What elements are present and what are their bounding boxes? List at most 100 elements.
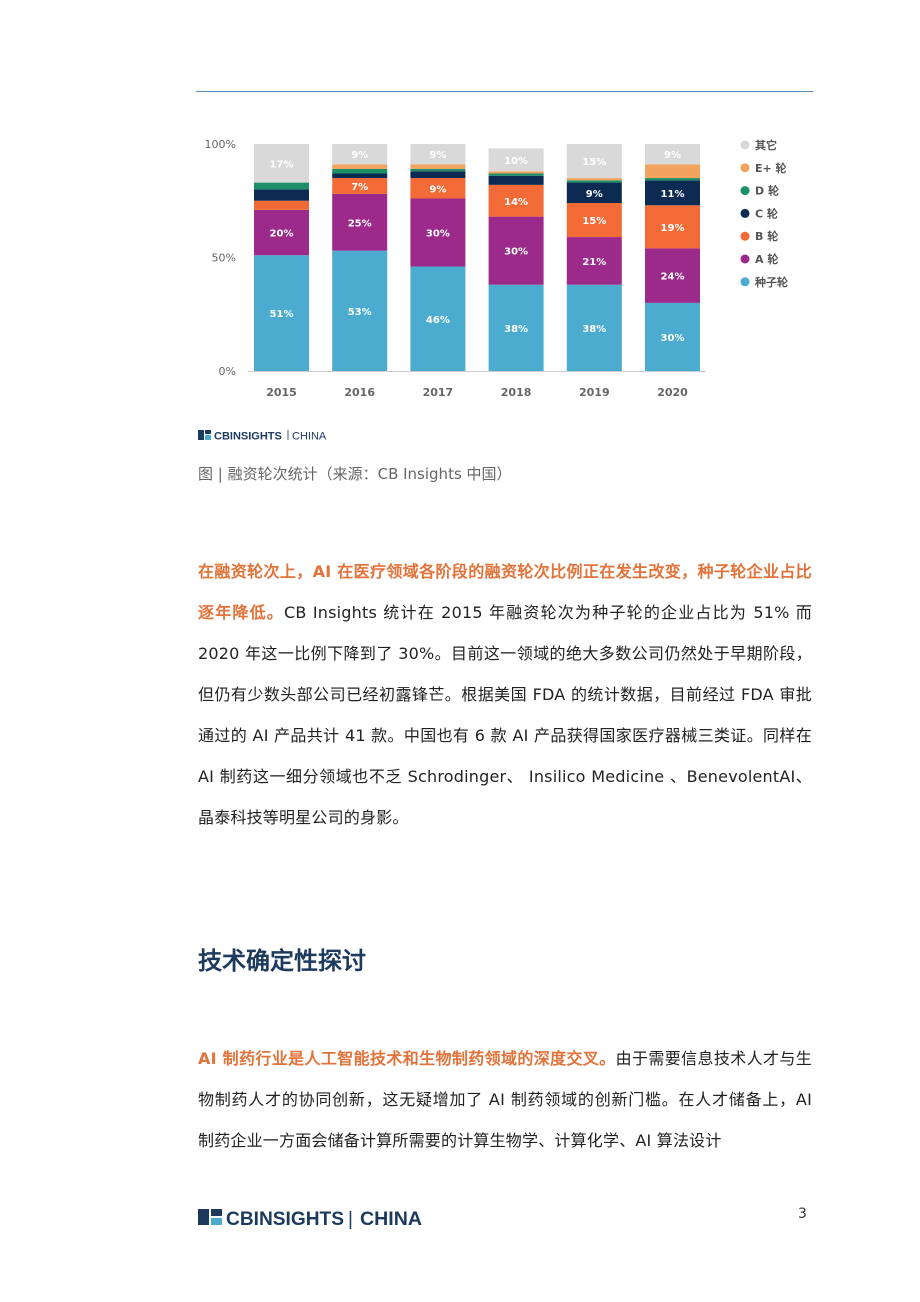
logo-block-icon: [211, 1218, 222, 1225]
bar-segment: [566, 180, 622, 183]
bar-segment: [566, 144, 622, 179]
chart-logo-brand: CBINSIGHTS: [214, 431, 282, 443]
bar-segment: [488, 184, 544, 217]
bar-segment: [645, 302, 700, 371]
funding-rounds-chart: 100% 50% 0% 51% 20% 17% 53% 25% 7% 9% 46% 30% 9% 9% 3…: [205, 138, 788, 399]
x-tick-label: 2017: [423, 386, 454, 399]
bar-segment: [332, 250, 388, 371]
y-tick-label: 0%: [219, 365, 236, 378]
header-rule: [196, 91, 813, 92]
bar-segment: [488, 175, 544, 185]
footer-suffix: CHINA: [360, 1209, 422, 1229]
bar-data-label: 19%: [661, 223, 685, 234]
bar-data-label: 30%: [661, 333, 685, 344]
bar-segment: [254, 209, 309, 256]
page-number: 3: [798, 1206, 807, 1222]
logo-block-icon: [211, 1209, 222, 1216]
bar-data-label: 21%: [582, 257, 606, 268]
bar-data-label: 11%: [661, 189, 685, 200]
legend-label: 种子轮: [754, 275, 788, 289]
logo-block-icon: [198, 1209, 209, 1225]
bar-data-label: 7%: [351, 182, 368, 193]
legend-label: A 轮: [755, 252, 778, 266]
bar-segment: [566, 284, 622, 371]
y-tick-label: 50%: [212, 252, 236, 265]
bar-data-label: 46%: [426, 315, 450, 326]
paragraph-funding-rounds: 在融资轮次上，AI 在医疗领域各阶段的融资轮次比例正在发生改变，种子轮企业占比逐…: [198, 551, 812, 838]
bar-data-label: 20%: [270, 229, 294, 240]
bar-segment: [645, 144, 700, 165]
logo-block-icon: [205, 435, 211, 440]
highlight-text: AI 制药行业是人工智能技术和生物制药领域的深度交叉。: [198, 1049, 616, 1068]
x-tick-label: 2018: [501, 386, 532, 399]
x-tick-label: 2019: [579, 386, 610, 399]
bar-segment: [332, 164, 388, 169]
y-tick-label: 100%: [205, 138, 236, 151]
bar-segment: [566, 178, 622, 181]
footer-logo: CBINSIGHTS | CHINA: [198, 1209, 422, 1229]
legend-label: E+ 轮: [755, 161, 787, 175]
bar-segment: [488, 216, 544, 285]
bar-data-label: 30%: [504, 247, 528, 258]
footer-separator: |: [348, 1209, 353, 1229]
legend-label: D 轮: [755, 184, 779, 198]
legend-label: 其它: [755, 138, 777, 152]
highlight-text: 在融资轮次上，AI 在医疗领域各阶段的融资轮次比例正在发生改变，种子轮企业占比逐…: [198, 562, 812, 622]
bar-data-label: 17%: [270, 159, 294, 170]
section-heading: 技术确定性探讨: [198, 947, 366, 975]
bar-data-label: 51%: [270, 309, 294, 320]
bar-data-label: 9%: [586, 189, 603, 200]
legend-label: B 轮: [755, 229, 778, 243]
bar-data-label: 9%: [664, 150, 681, 161]
bar-segment: [410, 144, 466, 165]
bar-segment: [410, 266, 466, 371]
bar-segment: [254, 144, 309, 183]
bar-segment: [566, 203, 622, 238]
chart-logo-suffix: CHINA: [292, 431, 327, 443]
bar-data-label: 9%: [429, 150, 446, 161]
bar-segment: [254, 200, 309, 210]
body-text: CB Insights 统计在 2015 年融资轮次为种子轮的企业占比为 51%…: [198, 603, 812, 827]
bar-segment: [488, 173, 544, 176]
bar-segment: [332, 168, 388, 174]
bar-segment: [410, 198, 466, 267]
bar-data-label: 25%: [348, 218, 372, 229]
bar-segment: [645, 205, 700, 249]
bar-segment: [254, 189, 309, 201]
bar-segment: [488, 148, 544, 172]
bar-segment: [332, 178, 388, 194]
bar-segment: [566, 182, 622, 204]
logo-block-icon: [198, 430, 204, 440]
bar-data-label: 53%: [348, 307, 372, 318]
bar-data-label: 9%: [351, 150, 368, 161]
bar-segment: [410, 168, 466, 172]
paragraph-ai-pharma: AI 制药行业是人工智能技术和生物制药领域的深度交叉。由于需要信息技术人才与生物…: [198, 1038, 812, 1161]
bar-segment: [410, 178, 466, 199]
x-tick-label: 2015: [266, 386, 297, 399]
bar-segment: [332, 193, 388, 251]
body-text: 由于需要信息技术人才与生物制药人才的协同创新，这无疑增加了 AI 制药领域的创新…: [198, 1049, 812, 1150]
bar-segment: [488, 284, 544, 371]
bar-segment: [488, 171, 544, 174]
legend-swatch: [740, 277, 750, 287]
bar-segment: [254, 255, 309, 371]
x-tick-label: 2020: [657, 386, 688, 399]
bar-data-label: 9%: [429, 184, 446, 195]
bar-segment: [410, 171, 466, 179]
bar-segment: [645, 248, 700, 303]
bar-data-label: 15%: [582, 216, 606, 227]
legend-swatch: [740, 163, 750, 173]
bar-segment: [566, 237, 622, 285]
legend-swatch: [740, 140, 750, 150]
chart-source-logo: CBINSIGHTS CHINA: [198, 430, 327, 443]
legend-label: C 轮: [755, 206, 778, 220]
bar-data-label: 15%: [582, 157, 606, 168]
bar-segment: [332, 173, 388, 179]
legend-swatch: [740, 186, 750, 196]
footer-brand: CBINSIGHTS: [226, 1209, 344, 1229]
legend-swatch: [740, 231, 750, 241]
bar-segment: [254, 182, 309, 190]
bar-segment: [645, 180, 700, 206]
bar-data-label: 38%: [582, 324, 606, 335]
bar-data-label: 14%: [504, 197, 528, 208]
